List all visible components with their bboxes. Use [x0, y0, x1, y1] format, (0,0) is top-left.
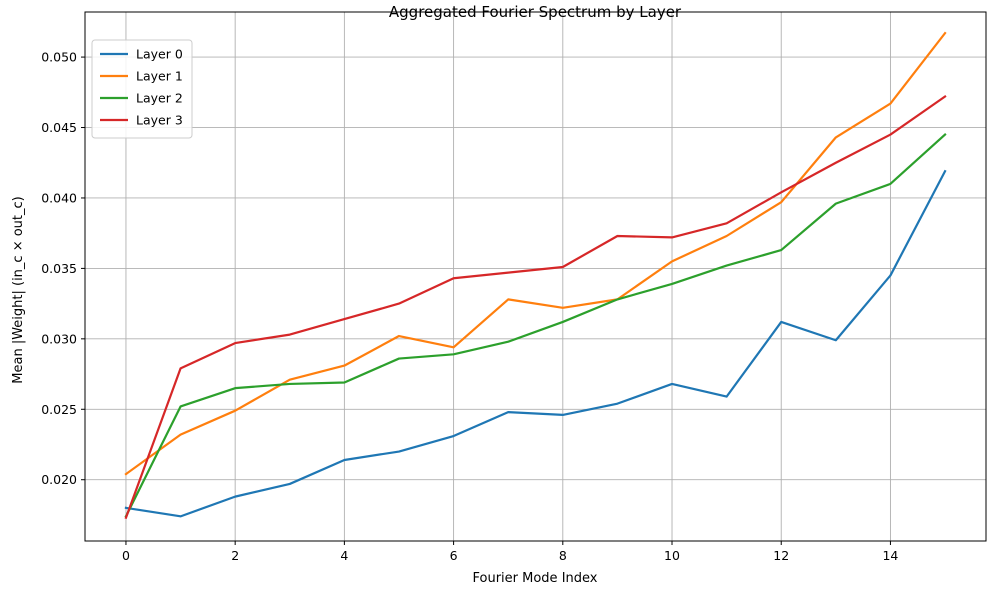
series-line-layer-0: [124, 169, 947, 518]
x-tick-label: 2: [231, 548, 239, 563]
y-axis-ticks: 0.020 0.025 0.030 0.035 0.040 0.045 0.050: [41, 50, 85, 487]
series-lines: [124, 31, 947, 520]
grid: [85, 12, 986, 541]
x-tick-label: 0: [122, 548, 130, 563]
legend-label: Layer 0: [136, 47, 183, 62]
legend: Layer 0 Layer 1 Layer 2 Layer 3: [91, 39, 193, 139]
legend-label: Layer 1: [136, 69, 183, 84]
y-tick-label: 0.050: [41, 50, 77, 65]
y-tick-label: 0.045: [41, 120, 77, 135]
x-tick-label: 6: [450, 548, 458, 563]
y-tick-label: 0.035: [41, 261, 77, 276]
plot-area: [84, 11, 987, 542]
legend-box: [91, 39, 193, 139]
legend-label: Layer 2: [136, 91, 183, 106]
chart-title: Aggregated Fourier Spectrum by Layer: [389, 3, 682, 21]
series-line-layer-2: [124, 133, 947, 518]
x-tick-label: 10: [664, 548, 680, 563]
x-tick-label: 8: [559, 548, 567, 563]
y-axis-label: Mean |Weight| (in_c × out_c): [11, 196, 26, 383]
x-tick-label: 14: [882, 548, 898, 563]
y-tick-label: 0.020: [41, 472, 77, 487]
x-tick-label: 4: [340, 548, 348, 563]
series-line-layer-3: [124, 94, 947, 520]
x-tick-label: 12: [773, 548, 789, 563]
y-tick-label: 0.040: [41, 190, 77, 205]
x-axis-ticks: 0 2 4 6 8 10 12 14: [122, 541, 898, 563]
y-tick-label: 0.025: [41, 402, 77, 417]
x-axis-label: Fourier Mode Index: [473, 571, 598, 586]
legend-label: Layer 3: [136, 113, 183, 128]
series-line-layer-1: [124, 31, 947, 476]
y-tick-label: 0.030: [41, 331, 77, 346]
